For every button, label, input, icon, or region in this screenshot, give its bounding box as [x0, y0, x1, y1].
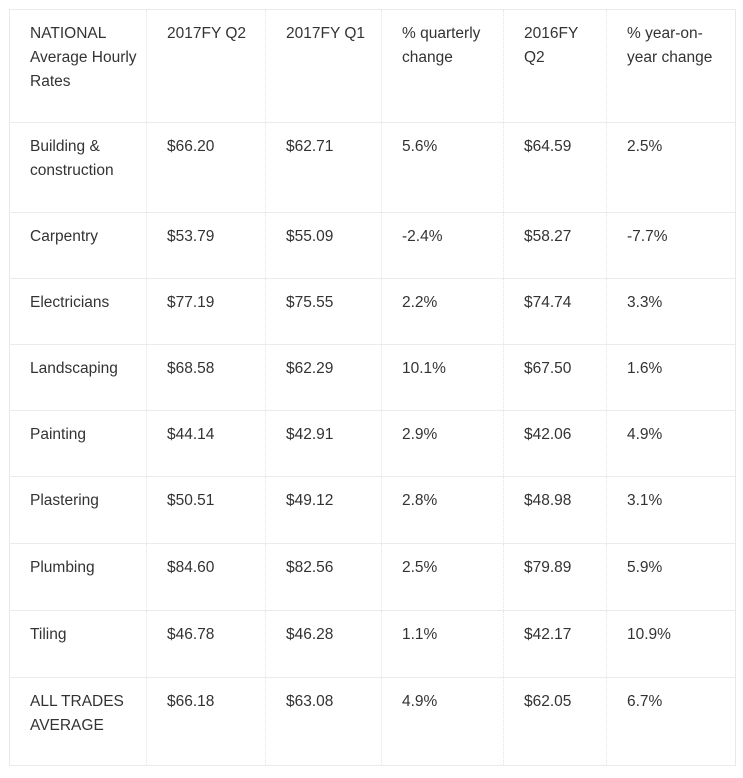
column-header-yoy-change: % year-on-year change: [606, 9, 736, 123]
table-row: Landscaping $68.58 $62.29 10.1% $67.50 1…: [9, 344, 736, 411]
yoy-change-cell: 5.9%: [606, 543, 736, 611]
rate-2017fy-q2-cell: $44.14: [146, 410, 266, 477]
trade-name-cell: Carpentry: [9, 212, 147, 279]
trade-name-cell: ALL TRADES AVERAGE: [9, 677, 147, 766]
table-row: Painting $44.14 $42.91 2.9% $42.06 4.9%: [9, 410, 736, 477]
quarterly-change-cell: 4.9%: [381, 677, 504, 766]
yoy-change-cell: 4.9%: [606, 410, 736, 477]
quarterly-change-cell: -2.4%: [381, 212, 504, 279]
rate-2016fy-q2-cell: $64.59: [503, 122, 607, 213]
table-row: Building & construction $66.20 $62.71 5.…: [9, 122, 736, 213]
trade-name-cell: Painting: [9, 410, 147, 477]
trade-name-cell: Tiling: [9, 610, 147, 678]
rate-2017fy-q2-cell: $84.60: [146, 543, 266, 611]
yoy-change-cell: -7.7%: [606, 212, 736, 279]
column-header-2017fy-q1: 2017FY Q1: [265, 9, 382, 123]
quarterly-change-cell: 10.1%: [381, 344, 504, 411]
rate-2016fy-q2-cell: $48.98: [503, 476, 607, 544]
trade-name-cell: Landscaping: [9, 344, 147, 411]
rate-2017fy-q1-cell: $82.56: [265, 543, 382, 611]
column-header-2017fy-q2: 2017FY Q2: [146, 9, 266, 123]
rate-2017fy-q2-cell: $46.78: [146, 610, 266, 678]
quarterly-change-cell: 2.5%: [381, 543, 504, 611]
table-row: Plumbing $84.60 $82.56 2.5% $79.89 5.9%: [9, 543, 736, 611]
trade-name-cell: Electricians: [9, 278, 147, 345]
rate-2017fy-q2-cell: $68.58: [146, 344, 266, 411]
rate-2016fy-q2-cell: $62.05: [503, 677, 607, 766]
rate-2017fy-q2-cell: $50.51: [146, 476, 266, 544]
rate-2016fy-q2-cell: $42.06: [503, 410, 607, 477]
rate-2017fy-q1-cell: $62.71: [265, 122, 382, 213]
rate-2016fy-q2-cell: $42.17: [503, 610, 607, 678]
rate-2016fy-q2-cell: $58.27: [503, 212, 607, 279]
quarterly-change-cell: 2.9%: [381, 410, 504, 477]
trade-name-cell: Plumbing: [9, 543, 147, 611]
hourly-rates-table: NATIONAL Average Hourly Rates 2017FY Q2 …: [9, 9, 736, 766]
rates-table-container: NATIONAL Average Hourly Rates 2017FY Q2 …: [9, 9, 736, 766]
table-header-row: NATIONAL Average Hourly Rates 2017FY Q2 …: [9, 9, 736, 123]
rate-2017fy-q2-cell: $66.20: [146, 122, 266, 213]
rate-2017fy-q2-cell: $66.18: [146, 677, 266, 766]
quarterly-change-cell: 2.2%: [381, 278, 504, 345]
yoy-change-cell: 2.5%: [606, 122, 736, 213]
rate-2016fy-q2-cell: $74.74: [503, 278, 607, 345]
rate-2017fy-q1-cell: $75.55: [265, 278, 382, 345]
trade-name-cell: Plastering: [9, 476, 147, 544]
column-header-2016fy-q2: 2016FY Q2: [503, 9, 607, 123]
yoy-change-cell: 10.9%: [606, 610, 736, 678]
rate-2016fy-q2-cell: $67.50: [503, 344, 607, 411]
rate-2017fy-q1-cell: $42.91: [265, 410, 382, 477]
table-row-total: ALL TRADES AVERAGE $66.18 $63.08 4.9% $6…: [9, 677, 736, 766]
table-row: Electricians $77.19 $75.55 2.2% $74.74 3…: [9, 278, 736, 345]
rate-2017fy-q1-cell: $49.12: [265, 476, 382, 544]
column-header-trade: NATIONAL Average Hourly Rates: [9, 9, 147, 123]
quarterly-change-cell: 1.1%: [381, 610, 504, 678]
quarterly-change-cell: 5.6%: [381, 122, 504, 213]
yoy-change-cell: 6.7%: [606, 677, 736, 766]
rate-2017fy-q1-cell: $55.09: [265, 212, 382, 279]
table-row: Carpentry $53.79 $55.09 -2.4% $58.27 -7.…: [9, 212, 736, 279]
rate-2017fy-q1-cell: $46.28: [265, 610, 382, 678]
table-row: Plastering $50.51 $49.12 2.8% $48.98 3.1…: [9, 476, 736, 544]
yoy-change-cell: 1.6%: [606, 344, 736, 411]
rate-2017fy-q2-cell: $53.79: [146, 212, 266, 279]
quarterly-change-cell: 2.8%: [381, 476, 504, 544]
column-header-quarterly-change: % quarterly change: [381, 9, 504, 123]
rate-2017fy-q2-cell: $77.19: [146, 278, 266, 345]
trade-name-cell: Building & construction: [9, 122, 147, 213]
yoy-change-cell: 3.1%: [606, 476, 736, 544]
rate-2017fy-q1-cell: $63.08: [265, 677, 382, 766]
table-row: Tiling $46.78 $46.28 1.1% $42.17 10.9%: [9, 610, 736, 678]
rate-2016fy-q2-cell: $79.89: [503, 543, 607, 611]
rate-2017fy-q1-cell: $62.29: [265, 344, 382, 411]
yoy-change-cell: 3.3%: [606, 278, 736, 345]
